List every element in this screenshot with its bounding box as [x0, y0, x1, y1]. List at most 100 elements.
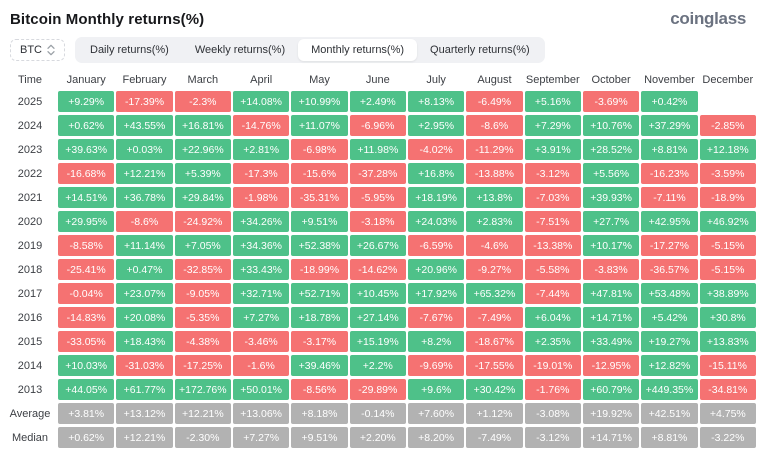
return-cell: -4.02%	[407, 139, 465, 160]
return-cell: -7.49%	[466, 307, 523, 328]
return-cell: -36.57%	[641, 259, 698, 280]
table-row-2023: 2023 +39.63% +0.03% +22.96% +2.81% -6.98% +11.…	[4, 139, 756, 160]
table-row-2021: 2021 +14.51% +36.78% +29.84% -1.98% -35.31% -5…	[4, 187, 756, 208]
return-cell: +7.27%	[232, 307, 290, 328]
return-cell: +37.29%	[641, 115, 698, 136]
column-header-may: May	[309, 73, 330, 86]
return-cell: -2.85%	[699, 115, 756, 136]
return-cell: -1.76%	[524, 379, 581, 400]
return-cell: +12.21%	[116, 427, 173, 448]
return-cell: -7.67%	[407, 307, 465, 328]
return-cell: +6.04%	[524, 307, 581, 328]
return-cell: -17.39%	[116, 91, 173, 112]
return-cell: -13.38%	[524, 235, 581, 256]
return-cell: +9.51%	[291, 211, 348, 232]
return-cell: -15.11%	[699, 355, 756, 376]
return-cell: -2.3%	[174, 91, 231, 112]
table-row-2025: 2025 +9.29% -17.39% -2.3% +14.08% +10.99% +2.4…	[4, 91, 756, 112]
tab-0[interactable]: Daily returns(%)	[90, 44, 169, 56]
row-label: 2017	[17, 287, 43, 300]
return-cell: -17.27%	[641, 235, 698, 256]
return-cell: -7.44%	[524, 283, 581, 304]
return-cell: +14.71%	[582, 307, 640, 328]
return-cell: -7.11%	[641, 187, 698, 208]
row-label: 2016	[17, 311, 43, 324]
return-cell: +10.17%	[582, 235, 640, 256]
return-cell: -29.89%	[349, 379, 406, 400]
return-cell-empty	[700, 91, 756, 112]
return-cell: +172.76%	[174, 379, 231, 400]
return-cell: +11.98%	[349, 139, 406, 160]
return-cell: +2.20%	[349, 427, 406, 448]
return-cell: +8.81%	[641, 139, 698, 160]
return-cell: +14.08%	[232, 91, 290, 112]
return-cell: -5.58%	[524, 259, 581, 280]
return-cell: +15.19%	[349, 331, 406, 352]
return-cell: -19.01%	[524, 355, 581, 376]
return-cell: +38.89%	[699, 283, 756, 304]
row-label: 2020	[17, 215, 43, 228]
tab-3[interactable]: Quarterly returns(%)	[430, 44, 530, 56]
return-cell: +0.47%	[116, 259, 173, 280]
return-cell: +11.14%	[116, 235, 173, 256]
return-cell: -2.30%	[174, 427, 231, 448]
return-cell: +5.16%	[524, 91, 581, 112]
return-cell: -17.55%	[466, 355, 523, 376]
return-cell: -17.25%	[174, 355, 231, 376]
return-cell: +17.92%	[407, 283, 465, 304]
tab-2[interactable]: Monthly returns(%)	[298, 39, 418, 61]
return-cell: +18.43%	[116, 331, 173, 352]
return-cell: +28.52%	[582, 139, 640, 160]
return-cell: -3.69%	[582, 91, 640, 112]
return-cell: +9.51%	[291, 427, 348, 448]
table-row-average: Average +3.81% +13.12% +12.21% +13.06% +8.18%…	[4, 403, 756, 424]
return-cell: +0.62%	[58, 427, 115, 448]
return-cell: -15.6%	[291, 163, 348, 184]
return-cell: +18.19%	[407, 187, 465, 208]
return-cell: -7.49%	[466, 427, 523, 448]
return-cell: -3.12%	[524, 163, 581, 184]
coin-selector[interactable]: BTC	[10, 39, 65, 61]
row-label: 2015	[17, 335, 43, 348]
return-cell: +19.92%	[582, 403, 640, 424]
return-cell: +44.05%	[58, 379, 115, 400]
return-cell: -8.56%	[291, 379, 348, 400]
return-cell: -35.31%	[291, 187, 348, 208]
return-cell: -9.05%	[174, 283, 231, 304]
return-cell: +16.8%	[407, 163, 465, 184]
return-cell: +2.83%	[466, 211, 523, 232]
return-cell: +20.08%	[116, 307, 173, 328]
return-cell: +33.49%	[582, 331, 640, 352]
table-row-2017: 2017 -0.04% +23.07% -9.05% +32.71% +52.71% +10…	[4, 283, 756, 304]
return-cell: +14.71%	[582, 427, 640, 448]
column-header-march: March	[187, 73, 219, 86]
return-cell: +34.36%	[232, 235, 290, 256]
return-cell: +13.8%	[466, 187, 523, 208]
return-cell: -3.12%	[524, 427, 581, 448]
table-row-2020: 2020 +29.95% -8.6% -24.92% +34.26% +9.51% -3.1…	[4, 211, 756, 232]
tab-1[interactable]: Weekly returns(%)	[194, 44, 286, 56]
column-header-august: August	[477, 73, 512, 86]
return-cell: +13.83%	[699, 331, 756, 352]
return-cell: +11.07%	[291, 115, 348, 136]
coinglass-logo[interactable]: coinglass	[670, 9, 746, 28]
return-cell: +2.2%	[349, 355, 406, 376]
row-label: 2019	[17, 239, 43, 252]
table-row-2013: 2013 +44.05% +61.77% +172.76% +50.01% -8.56% -…	[4, 379, 756, 400]
return-cell: -9.69%	[407, 355, 465, 376]
return-cell: -4.38%	[174, 331, 231, 352]
return-cell: -3.59%	[699, 163, 756, 184]
return-cell: +8.13%	[407, 91, 465, 112]
column-header-september: September	[525, 73, 580, 86]
return-cell: -12.95%	[582, 355, 640, 376]
return-cell: -32.85%	[174, 259, 231, 280]
return-cell: -14.76%	[232, 115, 290, 136]
return-cell: +7.29%	[524, 115, 581, 136]
row-label: 2014	[17, 359, 43, 372]
return-cell: -6.98%	[291, 139, 348, 160]
column-header-time: Time	[17, 73, 43, 86]
return-cell: +10.76%	[582, 115, 640, 136]
top-bar: Bitcoin Monthly returns(%) coinglass	[0, 0, 760, 29]
table-row-2015: 2015 -33.05% +18.43% -4.38% -3.46% -3.17% +15.…	[4, 331, 756, 352]
return-cell: -0.14%	[349, 403, 406, 424]
